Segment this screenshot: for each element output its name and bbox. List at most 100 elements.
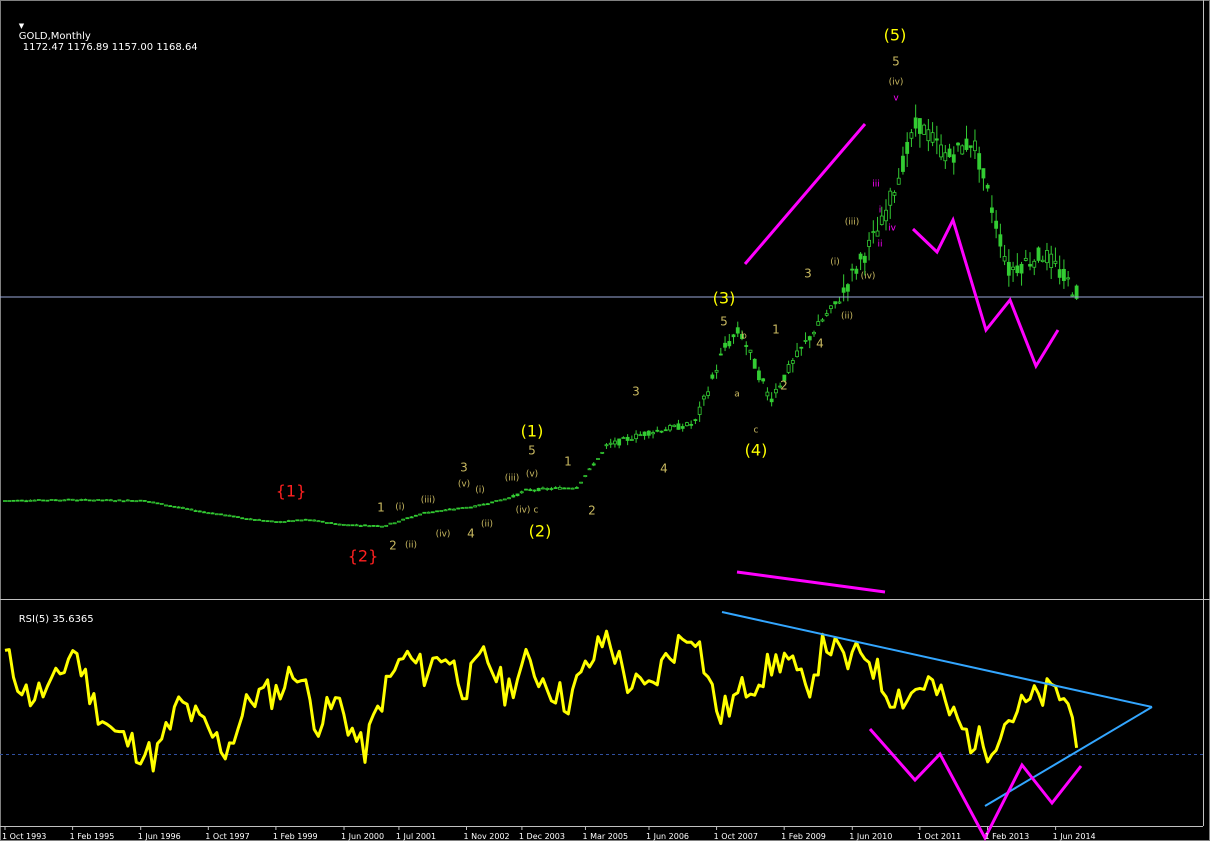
- wave-label: v: [893, 94, 899, 104]
- candle-body: [714, 369, 719, 373]
- candle-body: [786, 364, 791, 373]
- candle-body: [634, 433, 639, 440]
- wave-label: 4: [467, 527, 475, 541]
- candle-body: [574, 487, 579, 489]
- candle-body: [867, 239, 871, 247]
- candle-body: [994, 220, 999, 229]
- candle-body: [524, 488, 528, 491]
- wave-label: c: [534, 506, 539, 516]
- candle-body: [231, 515, 236, 518]
- candle-body: [600, 451, 605, 454]
- candle-body: [185, 508, 190, 511]
- candle-body: [397, 520, 401, 523]
- time-tick-label: 1 Jun 2000: [341, 832, 384, 841]
- candle-body: [367, 525, 372, 528]
- candle-body: [926, 129, 931, 142]
- candle-body: [820, 319, 825, 322]
- collapse-arrow-icon[interactable]: ▼: [18, 22, 25, 30]
- candle-body: [426, 511, 431, 514]
- candle-body: [70, 498, 75, 501]
- candle-body: [1015, 265, 1020, 274]
- candle-body: [583, 475, 588, 477]
- candle-body: [511, 495, 516, 498]
- wave-label: (iv): [516, 506, 531, 516]
- candle-body: [380, 525, 384, 528]
- candle-body: [680, 426, 685, 429]
- candle-body: [829, 305, 833, 309]
- wave-label: (i): [830, 258, 840, 268]
- wave-label: (4): [745, 441, 768, 460]
- candle-body: [519, 491, 524, 494]
- time-tick-label: 1 Feb 1999: [273, 832, 318, 841]
- wave-label: (iii): [421, 496, 436, 506]
- wave-label: (iii): [505, 474, 520, 484]
- candle-body: [879, 215, 884, 225]
- candle-body: [858, 253, 863, 260]
- candle-body: [1049, 253, 1054, 268]
- candle-body: [685, 422, 689, 427]
- candle-body: [384, 524, 389, 527]
- candle-body: [553, 487, 558, 489]
- wave-label: c: [754, 426, 759, 436]
- wave-label: 2: [780, 379, 788, 393]
- candle-body: [117, 499, 122, 502]
- candle-body: [930, 132, 935, 143]
- candle-body: [655, 429, 660, 432]
- candle-body: [545, 488, 550, 490]
- ohlc-values: 1172.47 1176.89 1157.00 1168.64: [22, 42, 198, 53]
- candle-body: [214, 513, 219, 516]
- candle-body: [28, 499, 33, 502]
- rsi-header: RSI(5) 35.6365: [6, 603, 94, 636]
- candle-body: [202, 511, 206, 514]
- candle-body: [905, 141, 910, 154]
- wave-label: (ii): [481, 520, 493, 530]
- candle-body: [579, 481, 583, 484]
- candle-body: [418, 513, 422, 516]
- candle-body: [642, 431, 647, 436]
- candle-body: [341, 524, 346, 526]
- candle-body: [862, 255, 867, 263]
- wave-label: i: [879, 206, 882, 216]
- wave-label: (v): [526, 470, 538, 480]
- candle-body: [494, 500, 499, 502]
- candle-body: [325, 522, 329, 524]
- candle-body: [227, 514, 232, 517]
- candle-body: [735, 327, 740, 334]
- candle-body: [824, 313, 829, 316]
- candle-body: [697, 406, 702, 415]
- candle-body: [92, 499, 96, 502]
- time-tick-label: 1 Oct 1997: [205, 832, 249, 841]
- candle-body: [498, 499, 503, 502]
- candle-body: [901, 155, 905, 172]
- candle-body: [189, 508, 194, 511]
- candle-body: [723, 342, 727, 348]
- candle-body: [477, 504, 482, 507]
- candle-body: [320, 520, 325, 523]
- time-tick-label: 1 Feb 2013: [984, 832, 1029, 841]
- candle-body: [939, 144, 943, 158]
- candle-body: [490, 501, 494, 504]
- candle-body: [469, 506, 473, 509]
- candle-body: [269, 520, 274, 523]
- candle-body: [346, 524, 350, 527]
- candle-body: [481, 503, 486, 506]
- candle-body: [570, 487, 575, 490]
- candle-body: [316, 520, 321, 523]
- candle-body: [913, 117, 918, 129]
- candle-body: [841, 287, 846, 293]
- candle-body: [973, 140, 977, 152]
- candle-body: [676, 423, 681, 430]
- candle-body: [765, 391, 770, 397]
- pattern-line-divergence: [736, 570, 886, 594]
- candle-body: [240, 517, 245, 520]
- candle-body: [134, 500, 139, 503]
- candle-body: [337, 523, 342, 526]
- candle-body: [452, 508, 456, 511]
- rsi-pattern-zigzag: [868, 728, 1083, 841]
- candle-body: [625, 436, 630, 441]
- candle-body: [282, 521, 287, 524]
- candle-body: [981, 168, 986, 179]
- candle-body: [358, 525, 363, 527]
- wave-label: iv: [888, 224, 897, 234]
